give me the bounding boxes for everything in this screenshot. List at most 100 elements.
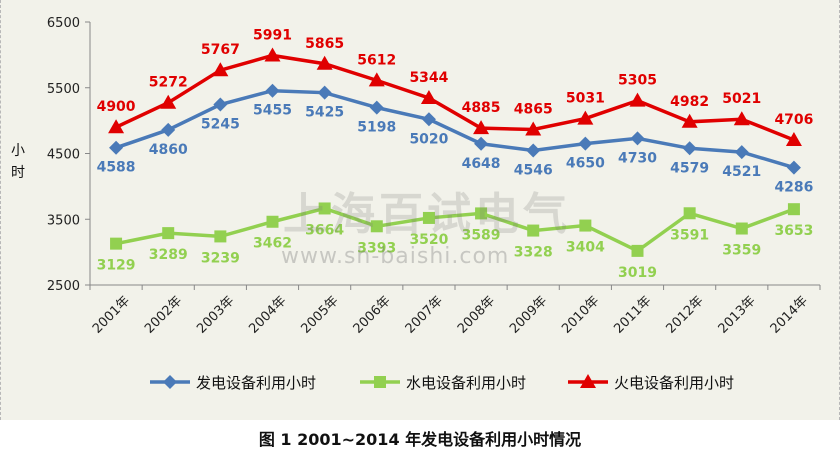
data-label: 5272 — [149, 75, 188, 91]
x-tick-label: 2005年 — [298, 293, 341, 336]
data-point — [474, 136, 489, 151]
data-point — [108, 119, 125, 134]
data-point — [525, 121, 542, 136]
y-tick-label: 5500 — [47, 82, 80, 97]
legend-label: 水电设备利用小时 — [406, 374, 526, 392]
data-point — [735, 222, 748, 235]
data-label: 4865 — [514, 102, 553, 118]
data-label: 5305 — [618, 73, 657, 89]
y-axis-label: 时 — [11, 165, 25, 181]
data-label: 3591 — [670, 227, 709, 243]
data-label: 4706 — [774, 112, 813, 128]
data-label: 4579 — [670, 160, 709, 176]
x-tick-label: 2004年 — [246, 293, 289, 336]
data-label: 4546 — [514, 162, 553, 178]
data-label: 3019 — [618, 265, 657, 281]
data-label: 4648 — [462, 156, 501, 172]
data-label: 5991 — [253, 27, 292, 43]
data-label: 5865 — [305, 36, 344, 52]
data-point — [161, 122, 176, 137]
legend-label: 发电设备利用小时 — [196, 374, 316, 392]
data-label: 4860 — [149, 142, 188, 158]
data-label: 3129 — [97, 258, 136, 274]
data-label: 5425 — [305, 105, 344, 121]
x-tick-label: 2014年 — [768, 293, 811, 336]
data-label: 4900 — [97, 99, 136, 115]
data-point — [475, 207, 488, 220]
data-point — [318, 202, 331, 215]
data-label: 5612 — [357, 52, 396, 68]
data-label: 3359 — [722, 243, 761, 259]
data-point — [214, 230, 227, 243]
data-point — [316, 55, 333, 70]
data-label: 5021 — [722, 91, 761, 107]
data-point — [374, 376, 386, 388]
data-label: 5245 — [201, 117, 240, 133]
data-label: 5031 — [566, 91, 605, 107]
x-tick-label: 2013年 — [716, 293, 759, 336]
data-label: 5344 — [409, 70, 448, 86]
data-label: 4521 — [722, 164, 761, 180]
x-tick-label: 2001年 — [90, 293, 133, 336]
data-label: 3589 — [462, 227, 501, 243]
x-tick-label: 2002年 — [142, 293, 185, 336]
x-tick-label: 2011年 — [611, 293, 654, 336]
data-label: 3404 — [566, 240, 605, 256]
data-point — [422, 211, 435, 224]
x-tick-label: 2008年 — [455, 293, 498, 336]
data-point — [787, 203, 800, 216]
data-label: 5767 — [201, 42, 240, 58]
data-point — [162, 227, 175, 240]
y-tick-label: 3500 — [47, 213, 80, 228]
data-label: 3653 — [774, 223, 813, 239]
data-point — [266, 215, 279, 228]
data-label: 5198 — [357, 120, 396, 136]
data-label: 3520 — [409, 232, 448, 248]
data-point — [368, 72, 385, 87]
data-point — [682, 141, 697, 156]
data-point — [683, 207, 696, 220]
legend-label: 火电设备利用小时 — [614, 374, 734, 392]
data-point — [526, 143, 541, 158]
y-axis-label: 小 — [11, 143, 25, 159]
data-label: 3393 — [357, 240, 396, 256]
data-point — [785, 131, 802, 146]
data-point — [733, 111, 750, 126]
data-point — [527, 224, 540, 237]
data-point — [577, 110, 594, 125]
x-tick-label: 2012年 — [663, 293, 706, 336]
data-point — [473, 120, 490, 135]
data-point — [631, 244, 644, 257]
data-label: 4885 — [462, 100, 501, 116]
watermark-url: www.sh-baishi.com — [281, 244, 510, 269]
data-point — [578, 136, 593, 151]
x-tick-label: 2003年 — [194, 293, 237, 336]
data-label: 3289 — [149, 247, 188, 263]
x-tick-label: 2009年 — [507, 293, 550, 336]
data-point — [421, 112, 436, 127]
data-point — [734, 145, 749, 160]
data-label: 4982 — [670, 94, 709, 110]
data-point — [786, 160, 801, 175]
data-point — [420, 90, 437, 105]
data-point — [579, 219, 592, 232]
data-point — [317, 85, 332, 100]
data-point — [630, 131, 645, 146]
data-label: 4588 — [97, 160, 136, 176]
data-point — [163, 375, 177, 389]
data-label: 5020 — [409, 131, 448, 147]
y-tick-label: 2500 — [47, 279, 80, 294]
data-label: 4730 — [618, 150, 657, 166]
x-tick-label: 2007年 — [403, 293, 446, 336]
data-point — [580, 374, 596, 388]
data-point — [265, 83, 280, 98]
data-label: 3664 — [305, 222, 344, 238]
data-label: 4286 — [774, 180, 813, 196]
data-point — [160, 94, 177, 109]
y-tick-label: 4500 — [47, 148, 80, 163]
series-line — [115, 88, 795, 170]
data-label: 3239 — [201, 250, 240, 266]
data-point — [264, 47, 281, 62]
